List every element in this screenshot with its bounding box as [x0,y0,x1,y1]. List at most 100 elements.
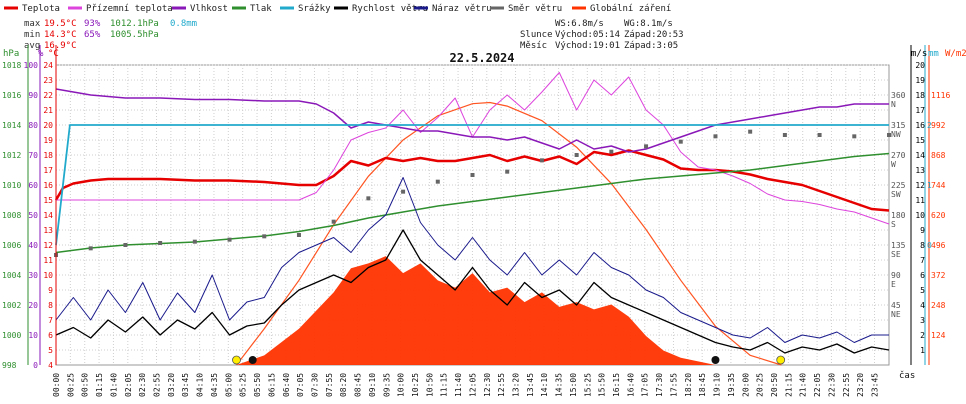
tick-time: 01:15 [95,373,104,397]
tick-time: 06:40 [282,373,291,397]
axis-label-c: °C [48,49,59,59]
tick-wind: 7 [920,256,925,265]
tick-wind: 11 [915,196,925,205]
tick-temp: 10 [43,271,53,280]
tick-temp: 15 [43,196,53,205]
series-radiation-area [236,256,716,365]
tick-wind: 6 [920,271,925,280]
tick-time: 05:50 [253,373,262,397]
stat-max-hum: 93% [84,19,101,29]
series-line [55,88,889,153]
series-theoretical-radiation [236,101,782,366]
axis-label-hpa: hPa [3,49,19,59]
tick-percent: 20 [28,301,38,310]
tick-radiation: 744 [931,181,946,190]
tick-time: 08:45 [354,373,363,397]
stat-min-label: min [24,30,40,40]
tick-temp: 6 [48,331,53,340]
tick-time: 05:00 [224,373,233,397]
tick-time: 10:50 [425,373,434,397]
stat-sunset: Západ:20:53 [624,30,684,40]
tick-percent: 70 [28,151,38,160]
tick-percent: 10 [28,331,38,340]
tick-radiation: 496 [931,241,946,250]
tick-time: 08:20 [339,373,348,397]
tick-time: 12:05 [468,373,477,397]
moonset-marker [248,356,257,364]
stat-ws: WS:6.8m/s [555,19,604,29]
tick-time: 11:15 [440,373,449,397]
wind-direction-point [852,134,857,139]
wind-direction-point [331,219,336,224]
tick-time: 20:50 [770,373,779,397]
tick-wind: 16 [915,121,925,130]
tick-temp: 17 [43,166,53,175]
axes: hPa% °C m/s mm W/m29981000100210041006100810… [2,45,966,397]
tick-wind: 17 [915,106,925,115]
legend-label: Náraz větru [432,4,492,14]
tick-time: 06:15 [267,373,276,397]
stat-min-press: 1005.5hPa [110,30,159,40]
tick-time: 19:10 [713,373,722,397]
wind-direction-point [227,237,232,242]
tick-temp: 12 [43,241,53,250]
tick-time: 22:55 [842,373,851,397]
tick-percent: 0 [33,361,38,370]
axis-label-percent: % [38,49,44,59]
tick-temp: 19 [43,136,53,145]
legend-label: Rychlost větru [352,4,428,14]
tick-hpa: 1002 [2,301,21,310]
wind-direction-point [435,179,440,184]
stat-max-press: 1012.1hPa [110,19,159,29]
tick-temp: 13 [43,226,53,235]
axis-label-time: čas [899,370,915,381]
tick-time: 22:05 [813,373,822,397]
wind-direction-point [366,196,371,201]
tick-time: 07:55 [325,373,334,397]
chart-title: 22.5.2024 [449,51,514,65]
tick-temp: 21 [43,106,53,115]
tick-percent: 90 [28,91,38,100]
tick-direction: 315 [891,121,906,130]
legend-label: Směr větru [508,4,562,14]
stat-avg-label: avg [24,41,40,51]
tick-time: 18:20 [684,373,693,397]
series-line [55,229,890,354]
tick-time: 14:10 [540,373,549,397]
wind-direction-point [609,149,614,154]
tick-hpa: 1008 [2,211,21,220]
tick-temp: 23 [43,76,53,85]
series-lines [54,72,891,365]
axis-label-ms: m/s [911,49,927,59]
tick-time: 17:55 [669,373,678,397]
statistics-block: max 19.5°C 93% 1012.1hPa 0.8mm min 14.3°… [24,19,684,51]
wind-direction-point [748,129,753,134]
tick-temp: 20 [43,121,53,130]
stat-max-rain: 0.8mm [170,19,197,29]
tick-time: 22:30 [827,373,836,397]
stat-sun-label: Slunce [520,30,553,40]
tick-time: 02:55 [153,373,162,397]
wind-direction-point [262,234,267,239]
tick-time: 01:40 [109,373,118,397]
tick-time: 10:25 [411,373,420,397]
tick-percent: 30 [28,271,38,280]
stat-sunrise: Východ:05:14 [555,30,620,40]
tick-time: 04:10 [196,373,205,397]
tick-time: 21:40 [799,373,808,397]
legend-label: Přízemní teplota [86,4,173,14]
tick-time: 09:35 [382,373,391,397]
tick-temp: 5 [48,346,53,355]
moonrise-marker [711,356,720,364]
tick-time: 02:05 [124,373,133,397]
tick-wind: 5 [920,286,925,295]
stat-moonset: Západ:3:05 [624,41,678,51]
wind-direction-point [123,243,128,247]
wind-direction-point [644,144,649,149]
tick-temp: 4 [48,361,53,370]
tick-radiation: 992 [931,121,946,130]
tick-temp: 16 [43,181,53,190]
tick-hpa: 1006 [2,241,21,250]
legend-label: Globální záření [590,4,671,14]
